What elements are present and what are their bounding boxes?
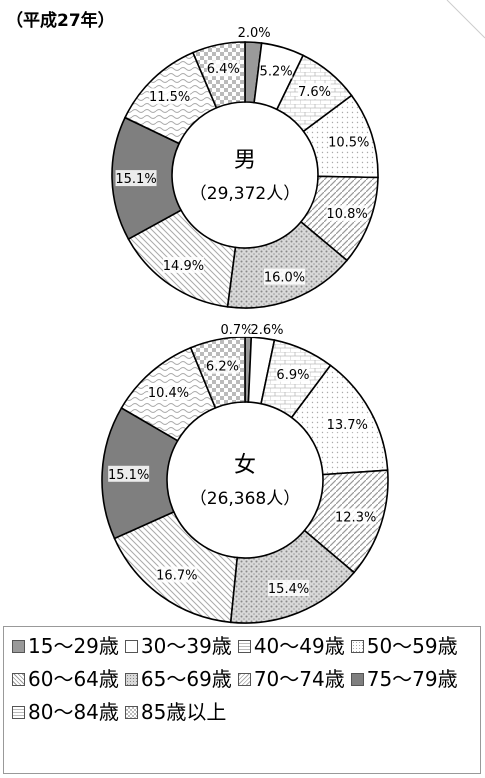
legend-label: 15～29歳 [28,634,119,658]
legend-swatch-icon [237,673,251,686]
data-label-bg [156,566,198,583]
page-title: （平成27年） [6,11,115,31]
data-label: 6.2% [206,360,239,375]
data-label: 13.7% [327,418,368,433]
data-label-bg [298,83,331,100]
data-label-bg [326,416,368,433]
data-label: 6.4% [207,62,240,77]
data-label: 16.0% [264,271,305,286]
data-label: 5.2% [260,65,293,80]
page-corner-fold [446,0,485,39]
data-label: 15.1% [108,468,149,483]
legend-item: 15～29歳 [12,630,119,663]
legend-item: 60～64歳 [12,663,119,696]
legend-label: 65～69歳 [140,667,232,691]
legend-swatch-icon [124,706,138,719]
chart-female: 0.7%2.6% 6.9% 13.7% 12.3% 15.4% 16.7% 15.1% 10.… [101,321,389,624]
data-label: 15.4% [268,582,309,597]
chart-male: 2.0% 5.2% 7.6% 10.5% 10.8% 16.0% 14.9% 15.1% 11.… [111,24,379,309]
legend-label: 30～39歳 [140,634,232,658]
center-subtitle: （29,372人） [190,184,300,204]
legend-swatch-icon [124,640,138,653]
legend-swatch-icon [12,706,25,719]
data-label-bg [328,133,370,150]
legend-item: 85歳以上 [124,696,227,729]
data-label-bg [335,508,377,525]
data-label-bg [220,321,254,337]
legend-label: 50～59歳 [366,634,458,658]
data-label-bg [263,268,305,285]
data-label-bg [268,580,310,597]
data-label-bg [259,62,293,79]
legend-swatch-icon [350,640,364,653]
data-label: 10.8% [326,207,367,222]
center-title: 男 [234,148,256,173]
data-label-bg [237,24,271,40]
data-label-bg [250,321,284,337]
data-label: 2.6% [250,323,283,338]
legend-item: 65～69歳 [124,663,232,696]
data-label-bg [206,357,239,374]
data-label: 10.4% [148,386,189,401]
legend-label: 60～64歳 [28,667,119,691]
data-label-bg [149,88,191,105]
legend-label: 85歳以上 [140,700,227,724]
center-subtitle: （26,368人） [190,489,300,509]
legend-swatch-icon [124,673,138,686]
legend-item: 75～79歳 [350,663,458,696]
center-title: 女 [234,453,256,478]
data-label: 15.1% [115,172,156,187]
data-label: 12.3% [335,510,376,525]
data-label-bg [148,384,190,401]
data-label-bg [108,465,150,482]
data-label-bg [276,365,310,382]
data-label: 6.9% [276,368,309,383]
data-label: 7.6% [298,85,331,100]
data-label-bg [162,256,204,273]
legend-label: 75～79歳 [366,667,458,691]
legend-item: 50～59歳 [350,630,458,663]
legend-label: 40～49歳 [253,634,345,658]
legend-item: 70～74歳 [237,663,345,696]
data-label: 0.7% [220,323,253,338]
data-label: 16.7% [156,568,197,583]
data-label-bg [206,60,240,77]
data-label-bg [115,170,157,187]
legend-swatch-icon [12,673,25,686]
data-label: 11.5% [149,90,190,105]
legend-item: 30～39歳 [124,630,232,663]
legend-swatch-icon [12,640,25,653]
legend-swatch-icon [237,640,251,653]
data-label: 14.9% [163,259,204,274]
legend-label: 70～74歳 [253,667,345,691]
legend-label: 80～84歳 [28,700,119,724]
legend-item: 40～49歳 [237,630,345,663]
legend: 15～29歳 30～39歳 40～49歳 50～59歳 60～64歳 65～69歳 70～7… [3,626,481,774]
legend-swatch-icon [350,673,364,686]
legend-item: 80～84歳 [12,696,119,729]
data-label-bg [326,205,368,222]
data-label: 10.5% [328,136,369,151]
data-label: 2.0% [238,26,271,41]
donut-charts: 2.0% 5.2% 7.6% 10.5% 10.8% 16.0% 14.9% 15.1% 11.… [101,24,389,624]
